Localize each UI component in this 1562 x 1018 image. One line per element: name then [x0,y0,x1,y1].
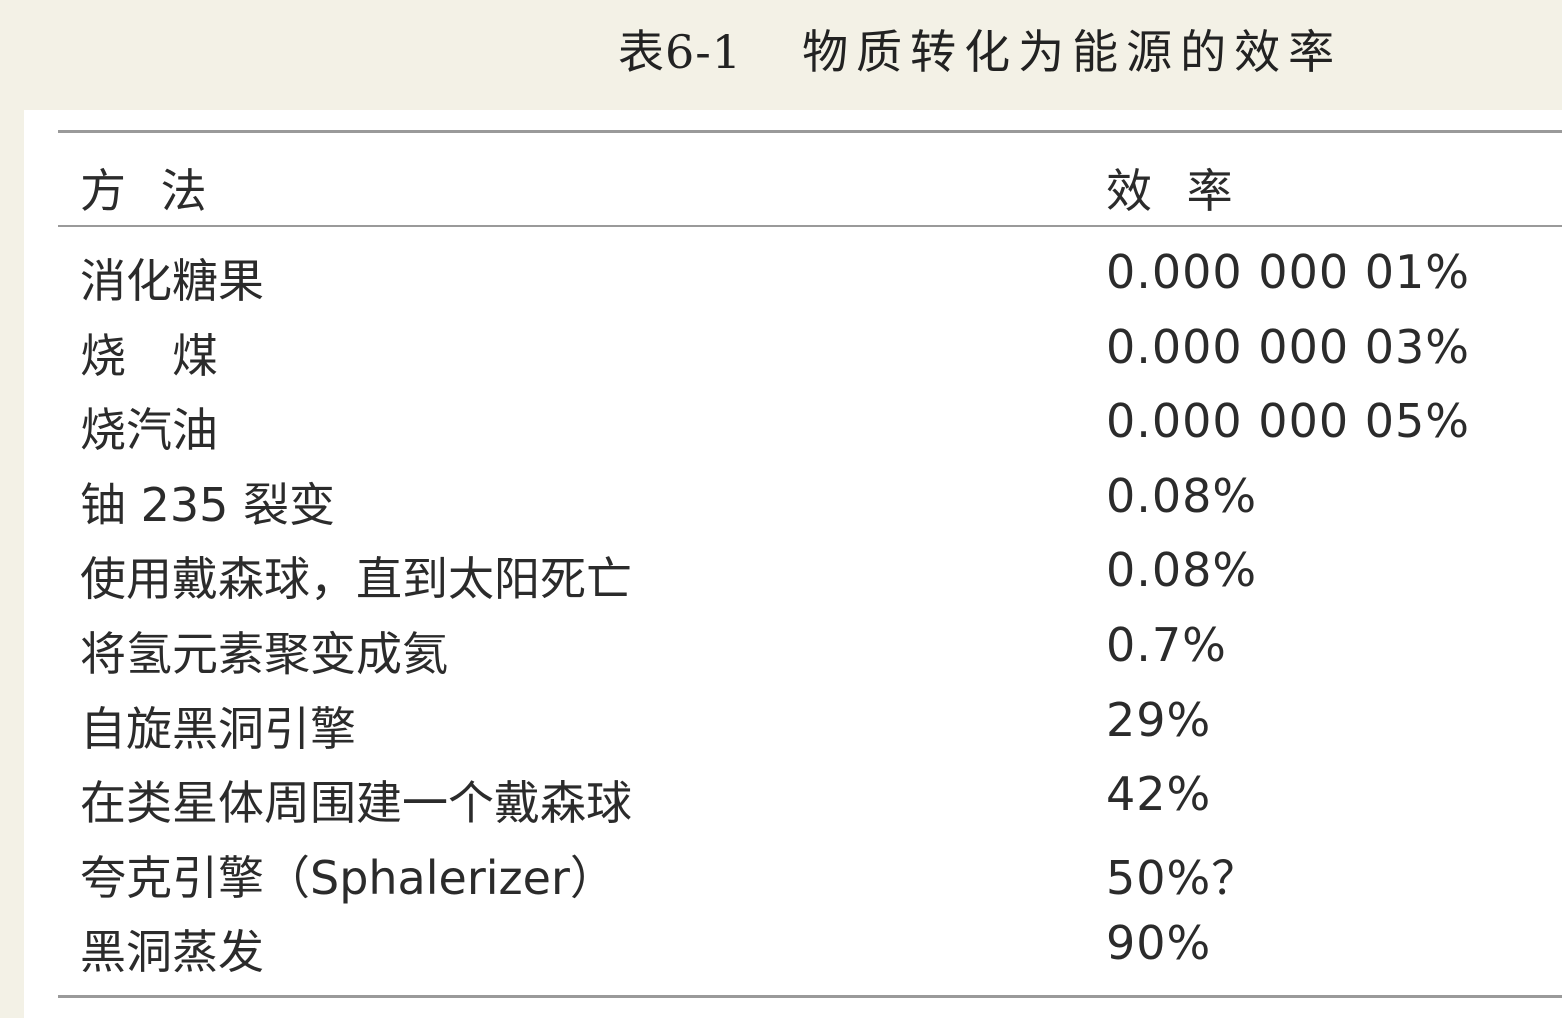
efficiency-cell: 0.000 000 05% [1106,394,1470,449]
method-cell: 夸克引擎（Sphalerizer） [80,850,616,905]
table-row: 自旋黑洞引擎 29% [58,679,1562,756]
efficiency-cell: 0.08% [1106,543,1258,598]
table-row: 夸克引擎（Sphalerizer） 50%？ [58,828,1562,905]
header-method: 方 法 [80,164,217,218]
efficiency-cell: 90% [1106,916,1212,971]
table-bottom-spacer [58,977,1562,995]
table-row: 使用戴森球，直到太阳死亡 0.08% [58,529,1562,606]
method-cell: 使用戴森球，直到太阳死亡 [80,552,632,607]
method-cell: 将氢元素聚变成氦 [80,626,448,681]
efficiency-cell: 42% [1106,767,1212,822]
table-row: 在类星体周围建一个戴森球 42% [58,753,1562,830]
table-header-row: 方 法 效 率 [58,133,1562,225]
table-card: 方 法 效 率 消化糖果 0.000 000 01% 烧 煤 0.000 000… [24,110,1562,1018]
table-row: 黑洞蒸发 90% [58,902,1562,979]
efficiency-cell: 50%？ [1106,850,1259,905]
table-row: 将氢元素聚变成氦 0.7% [58,604,1562,681]
table-row: 铀 235 裂变 0.08% [58,455,1562,532]
table-number: 表6-1 [618,25,743,79]
efficiency-cell: 29% [1106,692,1212,747]
table-caption: 表6-1 物质转化为能源的效率 [618,16,1342,82]
method-cell: 铀 235 裂变 [80,477,336,532]
table-row: 消化糖果 0.000 000 01% [58,231,1562,308]
efficiency-cell: 0.000 000 01% [1106,245,1470,299]
method-cell: 烧 煤 [80,328,218,383]
efficiency-cell: 0.000 000 03% [1106,319,1470,374]
method-cell: 在类星体周围建一个戴森球 [80,776,632,831]
efficiency-cell: 0.7% [1106,617,1227,672]
method-cell: 黑洞蒸发 [80,925,264,980]
table-bottom-rule [58,994,1562,998]
table-row: 烧汽油 0.000 000 05% [58,380,1562,457]
efficiency-cell: 0.08% [1106,468,1258,523]
table-row: 烧 煤 0.000 000 03% [58,306,1562,383]
efficiency-table: 方 法 效 率 消化糖果 0.000 000 01% 烧 煤 0.000 000… [58,130,1562,998]
method-cell: 自旋黑洞引擎 [80,701,356,756]
table-header-rule [58,225,1562,227]
method-cell: 烧汽油 [80,403,218,458]
table-title: 物质转化为能源的效率 [802,25,1343,79]
table-top-rule [58,130,1562,133]
table-body: 消化糖果 0.000 000 01% 烧 煤 0.000 000 03% 烧汽油… [58,227,1562,979]
method-cell: 消化糖果 [80,254,264,308]
header-efficiency: 效 率 [1106,164,1243,218]
